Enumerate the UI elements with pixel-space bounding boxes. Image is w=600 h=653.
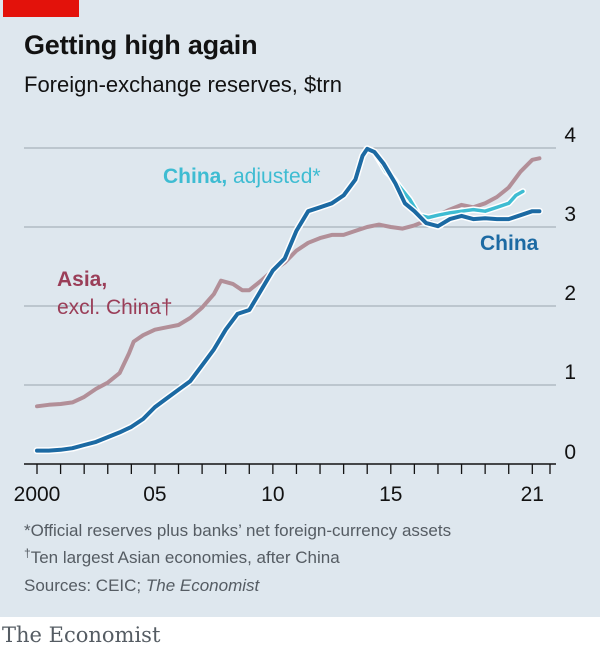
y-tick-label-1: 1: [564, 361, 576, 384]
label-china-adjusted-rest: adjusted*: [227, 165, 320, 188]
x-tick-label-21: 21: [521, 483, 544, 506]
footnote-asia: †Ten largest Asian economies, after Chin…: [24, 546, 340, 568]
x-tick-label-10: 10: [261, 483, 284, 506]
brand-red-tag: [3, 0, 79, 17]
series-lines: [33, 145, 543, 455]
series-china-line: [35, 146, 542, 453]
footnote-dagger: †: [24, 546, 31, 560]
x-tick-label-2000: 2000: [14, 483, 61, 506]
sources-prefix: Sources: CEIC;: [24, 576, 146, 595]
chart-subtitle: Foreign-exchange reserves, $trn: [24, 72, 342, 97]
sources: Sources: CEIC; The Economist: [24, 576, 259, 596]
x-tick-label-05: 05: [143, 483, 166, 506]
x-tick-label-15: 15: [379, 483, 402, 506]
label-asia-line2: excl. China†: [57, 296, 173, 319]
label-china: China: [480, 232, 539, 255]
y-tick-label-0: 0: [564, 441, 576, 464]
gridlines: 0 1 2 3 4: [24, 124, 576, 464]
y-tick-label-4: 4: [564, 124, 576, 147]
footnote-adjusted: *Official reserves plus banks’ net forei…: [24, 521, 452, 540]
y-tick-label-2: 2: [564, 282, 576, 305]
chart-panel: [0, 0, 600, 617]
x-axis: 2000 05 10 15 21: [14, 463, 556, 506]
economist-logo-text: The Economist: [2, 623, 161, 647]
series-labels: Asia, excl. China† China, adjusted* China: [57, 165, 539, 319]
series-asia-line: [35, 156, 542, 409]
footnote-asia-text: Ten largest Asian economies, after China: [30, 548, 340, 567]
y-tick-label-3: 3: [564, 203, 576, 226]
chart-title: Getting high again: [24, 30, 258, 60]
sources-economist: The Economist: [145, 576, 260, 595]
label-china-adjusted: China, adjusted*: [163, 165, 321, 188]
label-asia-line1: Asia,: [57, 268, 107, 291]
label-china-adjusted-bold: China,: [163, 165, 227, 188]
